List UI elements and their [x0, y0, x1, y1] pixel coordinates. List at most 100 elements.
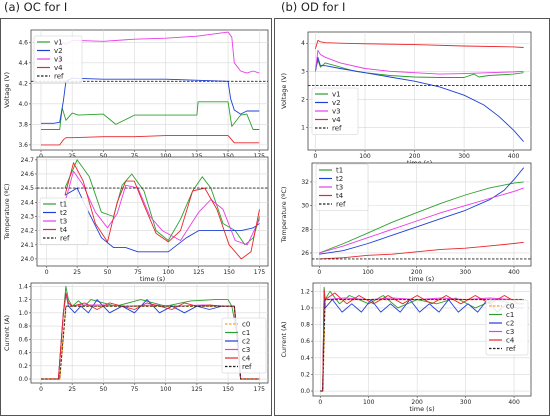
x-tick-label: 50	[100, 386, 108, 393]
y-tick-label: 1	[301, 125, 305, 132]
legend-label-t3: t3	[336, 184, 343, 192]
series-line-t2	[319, 167, 525, 255]
series-line-t3	[319, 187, 524, 254]
legend-label-ref: ref	[54, 73, 64, 81]
legend-label-ref: ref	[332, 125, 342, 133]
y-tick-label: 24.0	[21, 256, 35, 263]
y-tick-label: 1.0	[18, 310, 28, 317]
legend-label-ref: ref	[60, 235, 70, 243]
y-tick-label: 30	[301, 203, 309, 210]
chart-b1: 01002003004001234time (s)Voltage (V)v1v2…	[280, 31, 532, 167]
x-tick-label: 25	[68, 153, 76, 160]
y-tick-label: 26	[301, 250, 309, 257]
y-axis-label: Temperature (ºC)	[280, 187, 288, 244]
legend-box	[485, 299, 529, 356]
legend-box	[221, 317, 267, 374]
legend-label-c3: c3	[506, 328, 514, 336]
y-tick-label: 28	[301, 226, 309, 233]
x-tick-label: 100	[359, 153, 371, 160]
legend-box	[311, 87, 359, 135]
x-tick-label: 125	[191, 153, 203, 160]
x-tick-label: 75	[131, 386, 139, 393]
y-tick-label: 0.6	[300, 338, 310, 345]
series-line-ref	[41, 305, 260, 380]
legend-label-t2: t2	[336, 175, 343, 183]
x-tick-label: 50	[104, 269, 112, 276]
legend-label-t3: t3	[60, 218, 67, 226]
legend-label-c1: c1	[506, 311, 514, 319]
y-tick-label: 0.2	[18, 363, 28, 370]
legend-label-ref: ref	[506, 345, 516, 353]
legend-label-v2: v2	[332, 99, 341, 107]
legend-label-v1: v1	[54, 39, 63, 47]
chart-b3: 0 100 200 300 400 0.0 0.2 0.4 0.6 0.8 1.0 1.2 time (…	[280, 282, 532, 413]
y-tick-label: 0.4	[18, 350, 28, 357]
x-tick-label: 400	[508, 153, 520, 160]
series-line-ref	[320, 299, 524, 392]
y-tick-label: 0.0	[300, 388, 310, 395]
y-tick-label: 2	[301, 96, 305, 103]
legend-label-ref: ref	[336, 201, 346, 209]
y-tick-label: 0.8	[300, 322, 310, 329]
legend-label-t4: t4	[60, 226, 68, 234]
series-group	[41, 285, 260, 380]
x-tick-label: 100	[163, 269, 175, 276]
x-tick-label: 200	[411, 269, 423, 276]
x-axis-label: time (s)	[140, 275, 165, 283]
x-tick-label: 100	[363, 399, 375, 406]
series-group	[312, 167, 531, 260]
series-line-v1	[41, 101, 260, 130]
chart-a2: 0 25 50 75 100 125 150 175 24.0 24.1 24.2 24.3 24.4 2…	[3, 156, 269, 283]
x-tick-label: 150	[222, 153, 234, 160]
y-tick-label: 0.0	[18, 376, 28, 383]
x-tick-label: 400	[508, 399, 520, 406]
y-tick-label: 3.8	[18, 121, 28, 128]
legend-label-t1: t1	[60, 201, 67, 209]
x-tick-label: 75	[134, 269, 142, 276]
x-axis-label: time (s)	[409, 405, 434, 413]
y-axis-label: Temperature (ºC)	[3, 184, 11, 241]
y-tick-label: 24.1	[21, 242, 35, 249]
x-tick-label: 75	[131, 153, 139, 160]
legend-label-c4: c4	[242, 355, 251, 363]
legend-box	[39, 197, 89, 245]
x-tick-label: 100	[362, 269, 374, 276]
column-title-right: (b) OD for I	[281, 0, 346, 14]
y-tick-label: 24.4	[21, 199, 35, 206]
legend-label-c3: c3	[242, 346, 250, 354]
legend-label-v1: v1	[332, 91, 341, 99]
x-tick-label: 150	[223, 269, 235, 276]
y-tick-label: 24.5	[21, 185, 35, 192]
series-line-v1	[314, 59, 524, 78]
series-line-v4	[314, 39, 524, 50]
legend-label-ref: ref	[242, 363, 252, 371]
x-tick-label: 150	[222, 386, 234, 393]
legend-label-c1: c1	[242, 329, 250, 337]
legend-label-v3: v3	[332, 108, 341, 116]
x-tick-label: 175	[254, 386, 266, 393]
x-tick-label: 0	[45, 269, 49, 276]
y-tick-label: 4.6	[18, 39, 28, 46]
legend-label-v3: v3	[54, 56, 63, 64]
legend-label-v4: v4	[54, 64, 63, 72]
series-line-v2	[314, 56, 524, 142]
legend-label-t4: t4	[336, 192, 344, 200]
legend-box	[33, 35, 83, 83]
x-tick-label: 300	[458, 153, 470, 160]
legend-label-v4: v4	[332, 116, 341, 124]
chart-a3: 0 25 50 75 100 125 150 175 0.0 0.2 0.4 0.6 0.8 1.0 1.2…	[3, 282, 269, 393]
series-line-t3	[64, 170, 260, 246]
x-tick-label: 0	[39, 386, 43, 393]
legend-label-t1: t1	[336, 167, 343, 175]
y-tick-label: 3	[301, 68, 305, 75]
y-tick-label: 1.2	[18, 297, 28, 304]
x-tick-label: 125	[191, 386, 203, 393]
x-tick-label: 0	[39, 153, 43, 160]
